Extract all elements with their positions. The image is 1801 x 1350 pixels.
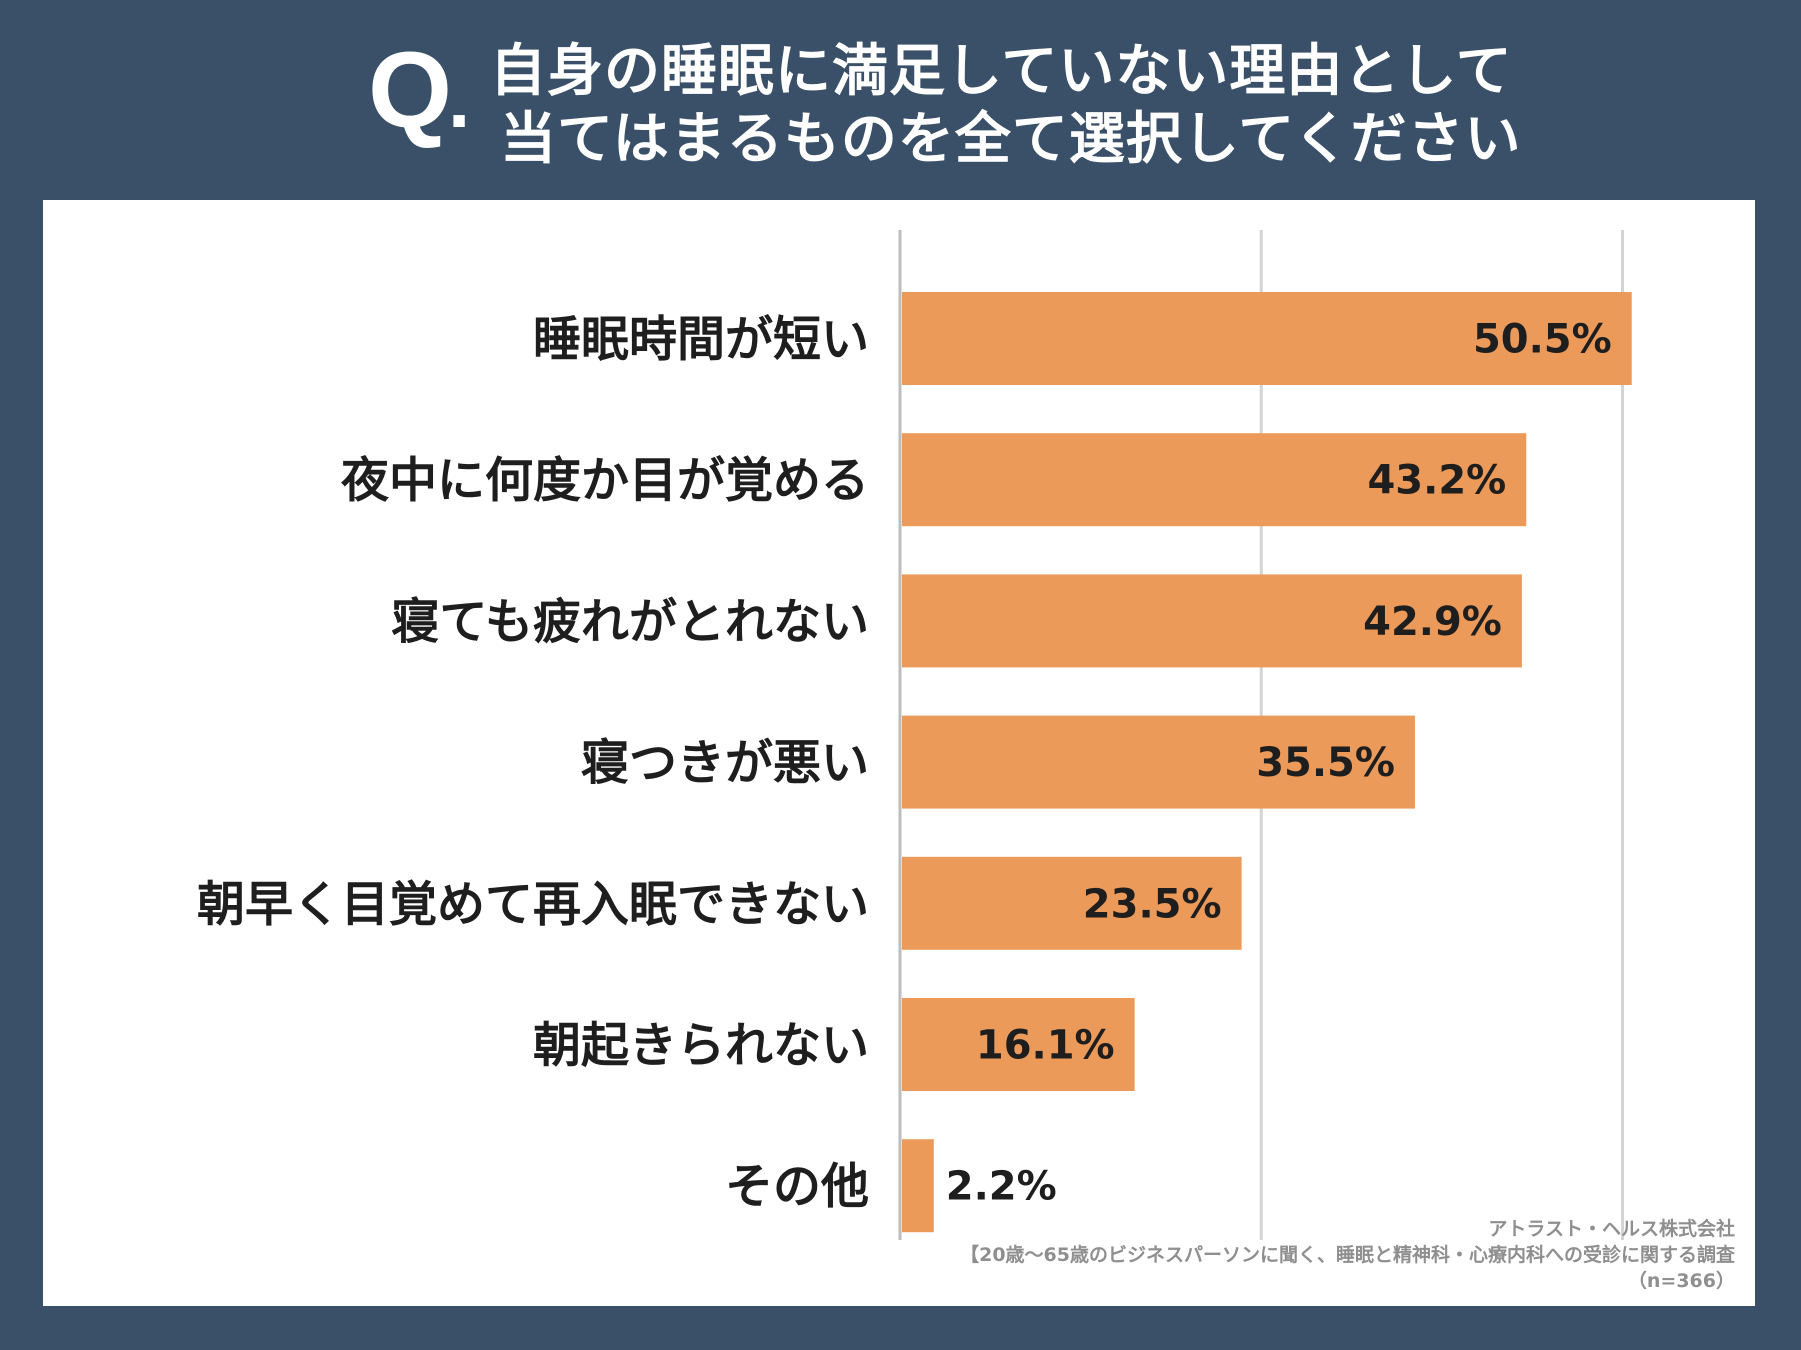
bar-5 (902, 856, 1242, 950)
bars (902, 292, 1632, 1233)
category-label-2: 夜中に何度か目が覚める (340, 453, 869, 509)
category-label-1: 睡眠時間が短い (533, 312, 869, 368)
bar-6 (902, 998, 1135, 1091)
bar-4 (902, 715, 1415, 809)
category-label-3: 寝ても疲れがとれない (391, 594, 869, 650)
value-label-2: 43.2% (1367, 458, 1506, 504)
q-letter: Q (368, 29, 452, 150)
value-label-6: 16.1% (976, 1023, 1115, 1069)
chart-panel: 睡眠時間が短い 50.5% 夜中に何度か目が覚める 43.2% 寝ても疲れがとれない 42… (43, 200, 1755, 1306)
value-label-4: 35.5% (1256, 740, 1395, 786)
source-sample-size: （n=366） (1627, 1270, 1735, 1292)
category-label-5: 朝早く目覚めて再入眠できない (197, 876, 869, 932)
bar-chart: 睡眠時間が短い 50.5% 夜中に何度か目が覚める 43.2% 寝ても疲れがとれない 42… (197, 230, 1632, 1240)
bar-2 (902, 433, 1527, 527)
category-label-4: 寝つきが悪い (581, 735, 869, 791)
value-label-3: 42.9% (1363, 599, 1502, 645)
question-mark: Q. (368, 36, 470, 144)
value-label-7: 2.2% (946, 1164, 1057, 1210)
question-title-line-2: 当てはまるものを全て選択してください (500, 107, 1522, 172)
bar-7 (902, 1139, 934, 1233)
bar-3 (902, 574, 1522, 668)
category-label-6: 朝起きられない (533, 1018, 869, 1074)
q-dot: . (448, 55, 470, 144)
value-label-5: 23.5% (1083, 881, 1222, 927)
value-label-1: 50.5% (1473, 317, 1612, 363)
source-survey-title: 【20歳～65歳のビジネスパーソンに聞く、睡眠と精神科・心療内科への受診に関する… (960, 1244, 1735, 1266)
header: Q. 自身の睡眠に満足していない理由として 当てはまるものを全て選択してください (0, 0, 1801, 200)
source-company: アトラスト・ヘルス株式会社 (1488, 1218, 1735, 1240)
bar-1 (902, 292, 1632, 385)
labels: 睡眠時間が短い 50.5% 夜中に何度か目が覚める 43.2% 寝ても疲れがとれない 42… (197, 312, 1612, 1215)
category-label-7: その他 (725, 1159, 869, 1215)
question-title-line-1: 自身の睡眠に満足していない理由として (490, 39, 1513, 104)
